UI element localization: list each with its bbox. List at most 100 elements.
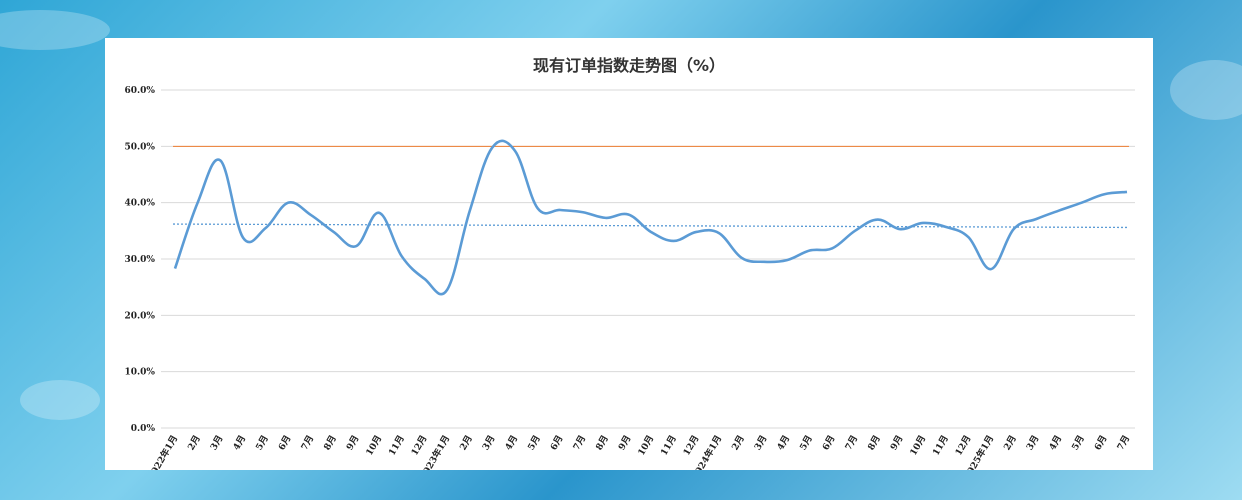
y-tick-label: 60.0%	[125, 86, 156, 96]
x-tick: 9月	[616, 434, 633, 453]
y-axis-ticks: 0.0% 10.0% 20.0% 30.0% 40.0% 50.0% 60.0%	[125, 86, 156, 434]
x-tick-label: 3月	[208, 434, 225, 453]
x-tick: 6月	[548, 434, 565, 453]
x-tick: 2月	[186, 434, 203, 453]
x-tick-label: 3月	[480, 434, 497, 453]
x-tick: 7月	[299, 434, 316, 453]
x-tick: 7月	[571, 434, 588, 453]
x-tick-label: 9月	[888, 434, 905, 453]
x-tick-label: 6月	[1092, 434, 1109, 453]
x-tick-label: 12月	[953, 434, 973, 458]
y-tick-label: 50.0%	[125, 142, 156, 152]
x-tick: 10月	[908, 434, 928, 458]
y-tick-label: 0.0%	[131, 424, 156, 434]
x-tick-label: 4月	[503, 434, 520, 453]
x-tick-label: 11月	[387, 434, 407, 458]
x-tick: 7月	[1115, 434, 1132, 453]
chart-title: 现有订单指数走势图（%）	[532, 56, 726, 75]
x-tick-label: 12月	[681, 434, 701, 458]
x-tick-label: 9月	[616, 434, 633, 453]
x-tick-label: 2月	[458, 434, 475, 453]
x-tick-label: 5月	[526, 434, 543, 453]
x-tick: 7月	[843, 434, 860, 453]
y-tick-label: 40.0%	[125, 199, 156, 209]
x-tick-label: 4月	[775, 434, 792, 453]
background-decoration	[1170, 60, 1242, 120]
x-tick: 8月	[322, 434, 339, 453]
x-tick: 11月	[931, 434, 951, 458]
x-tick: 10月	[636, 434, 656, 458]
x-tick: 4月	[503, 434, 520, 453]
x-tick-label: 7月	[299, 434, 316, 453]
x-tick: 10月	[364, 434, 384, 458]
x-tick-label: 5月	[798, 434, 815, 453]
x-tick-label: 8月	[594, 434, 611, 453]
x-tick: 5月	[254, 434, 271, 453]
x-tick: 5月	[526, 434, 543, 453]
x-tick: 6月	[276, 434, 293, 453]
x-tick: 2月	[1002, 434, 1019, 453]
x-tick-label: 8月	[322, 434, 339, 453]
x-tick-label: 6月	[548, 434, 565, 453]
x-tick: 5月	[1070, 434, 1087, 453]
average-reference-line	[172, 223, 1130, 229]
y-tick-label: 10.0%	[125, 368, 156, 378]
x-tick-label: 4月	[1047, 434, 1064, 453]
x-tick-label: 4月	[231, 434, 248, 453]
x-tick: 3月	[1024, 434, 1041, 453]
x-tick-label: 11月	[931, 434, 951, 458]
x-tick-label: 3月	[752, 434, 769, 453]
background-decoration	[20, 380, 100, 420]
line-chart: 0.0% 10.0% 20.0% 30.0% 40.0% 50.0% 60.0% 2022年…	[125, 86, 1135, 470]
x-tick: 4月	[775, 434, 792, 453]
x-tick-label: 10月	[908, 434, 928, 458]
x-tick-label: 5月	[254, 434, 271, 453]
x-tick-label: 2月	[1002, 434, 1019, 453]
x-tick-label: 10月	[636, 434, 656, 458]
x-tick-label: 3月	[1024, 434, 1041, 453]
x-tick: 12月	[681, 434, 701, 458]
x-tick-label: 2月	[730, 434, 747, 453]
x-tick: 5月	[798, 434, 815, 453]
x-tick: 11月	[387, 434, 407, 458]
x-tick-label: 5月	[1070, 434, 1087, 453]
x-tick: 2月	[730, 434, 747, 453]
y-tick-label: 30.0%	[125, 255, 156, 265]
x-tick-label: 11月	[659, 434, 679, 458]
x-tick-label: 7月	[1115, 434, 1132, 453]
x-tick-label: 7月	[571, 434, 588, 453]
x-tick-label: 9月	[344, 434, 361, 453]
x-tick-label: 2022年1月	[145, 433, 180, 470]
x-tick: 12月	[409, 434, 429, 458]
x-tick-label: 6月	[820, 434, 837, 453]
x-tick: 6月	[820, 434, 837, 453]
grid-lines	[161, 89, 1135, 429]
chart-panel: 现有订单指数走势图（%） 0.0% 10.0% 20.0% 30.0% 40.0% 50.…	[105, 38, 1153, 470]
background-decoration	[0, 10, 110, 50]
x-tick: 3月	[752, 434, 769, 453]
x-tick-label: 7月	[843, 434, 860, 453]
x-tick: 9月	[344, 434, 361, 453]
x-tick: 8月	[866, 434, 883, 453]
x-tick: 6月	[1092, 434, 1109, 453]
x-tick: 8月	[594, 434, 611, 453]
x-tick: 3月	[480, 434, 497, 453]
x-tick: 3月	[208, 434, 225, 453]
x-tick-label: 6月	[276, 434, 293, 453]
series-lines	[173, 139, 1128, 296]
x-tick-label: 8月	[866, 434, 883, 453]
reference-lines	[172, 145, 1130, 229]
x-tick: 9月	[888, 434, 905, 453]
x-tick: 4月	[231, 434, 248, 453]
x-tick: 4月	[1047, 434, 1064, 453]
x-tick: 2022年1月	[145, 433, 180, 470]
x-tick-label: 10月	[364, 434, 384, 458]
x-tick-label: 2月	[186, 434, 203, 453]
x-tick: 11月	[659, 434, 679, 458]
x-tick-label: 12月	[409, 434, 429, 458]
y-tick-label: 20.0%	[125, 311, 156, 321]
x-tick: 2月	[458, 434, 475, 453]
x-tick: 12月	[953, 434, 973, 458]
series-line	[173, 139, 1128, 296]
